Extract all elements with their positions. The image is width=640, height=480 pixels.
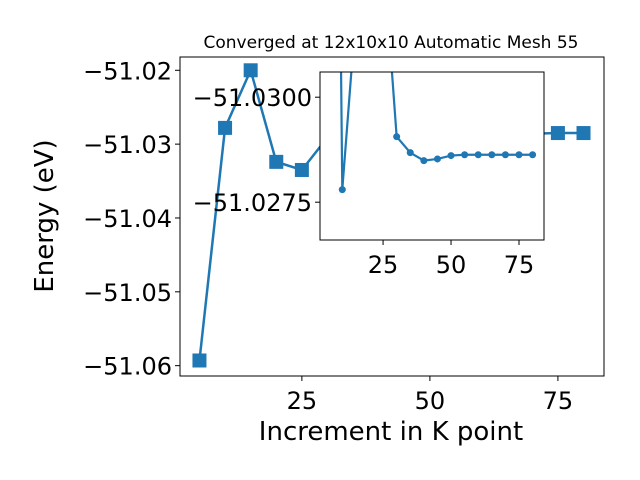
marker <box>447 152 455 160</box>
x-tick-label: 50 <box>436 251 467 279</box>
marker <box>461 151 469 159</box>
marker <box>406 149 414 157</box>
x-tick-label: 75 <box>504 251 535 279</box>
series-line <box>339 72 533 190</box>
marker <box>550 126 565 141</box>
x-tick-label: 50 <box>415 387 446 415</box>
x-tick-label: 75 <box>543 387 574 415</box>
y-tick-label: −51.04 <box>83 205 172 233</box>
axes-frame <box>319 71 545 241</box>
marker <box>515 151 523 159</box>
marker <box>420 157 428 165</box>
y-axis-label: Energy (eV) <box>30 139 60 292</box>
marker <box>576 126 591 141</box>
y-tick-label: −51.0275 <box>193 189 312 217</box>
y-tick-label: −51.02 <box>83 57 172 85</box>
y-tick-label: −51.06 <box>83 353 172 381</box>
plot-group <box>338 72 537 194</box>
marker <box>192 353 207 368</box>
marker <box>433 155 441 163</box>
axes-frame <box>179 56 605 377</box>
x-tick-label: 25 <box>287 387 318 415</box>
marker <box>218 120 233 135</box>
marker <box>501 151 509 159</box>
y-tick-label: −51.03 <box>83 131 172 159</box>
marker <box>393 133 401 141</box>
x-axis-label: Increment in K point <box>259 417 523 447</box>
chart-title: Converged at 12x10x10 Automatic Mesh 55 <box>204 33 579 53</box>
marker <box>269 154 284 169</box>
marker <box>294 162 309 177</box>
marker <box>243 63 258 78</box>
y-tick-label: −51.0300 <box>193 84 312 112</box>
marker <box>529 151 537 159</box>
marker <box>474 151 482 159</box>
y-tick-label: −51.05 <box>83 279 172 307</box>
marker <box>488 151 496 159</box>
x-tick-label: 25 <box>368 251 399 279</box>
plot-area <box>320 72 544 240</box>
marker <box>338 186 346 194</box>
